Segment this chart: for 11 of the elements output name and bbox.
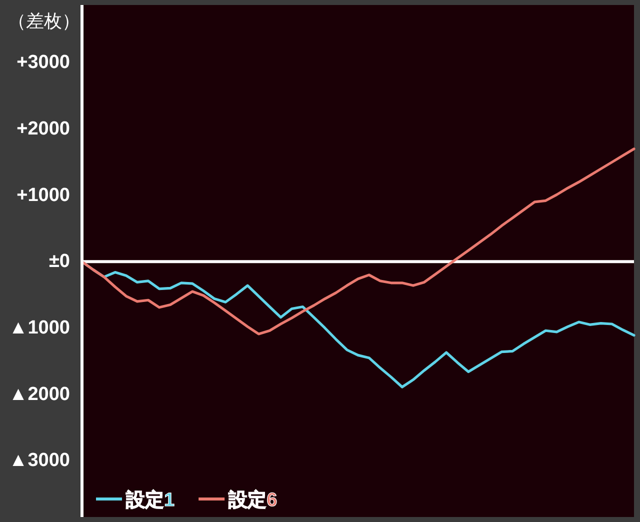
legend-label: 設定1 — [125, 489, 175, 511]
y-tick-label: +3000 — [16, 52, 70, 74]
y-tick-label: ▲1000 — [8, 317, 70, 338]
y-tick-label: +2000 — [16, 118, 70, 140]
y-tick-label: ±0 — [49, 251, 70, 272]
legend-label: 設定6 — [228, 489, 278, 511]
line-series — [80, 148, 636, 336]
y-tick-label: ▲3000 — [8, 450, 70, 472]
y-axis-title: （差枚） — [8, 11, 80, 31]
y-tick-label: ▲2000 — [8, 384, 70, 405]
y-tick-label: +1000 — [16, 184, 70, 206]
